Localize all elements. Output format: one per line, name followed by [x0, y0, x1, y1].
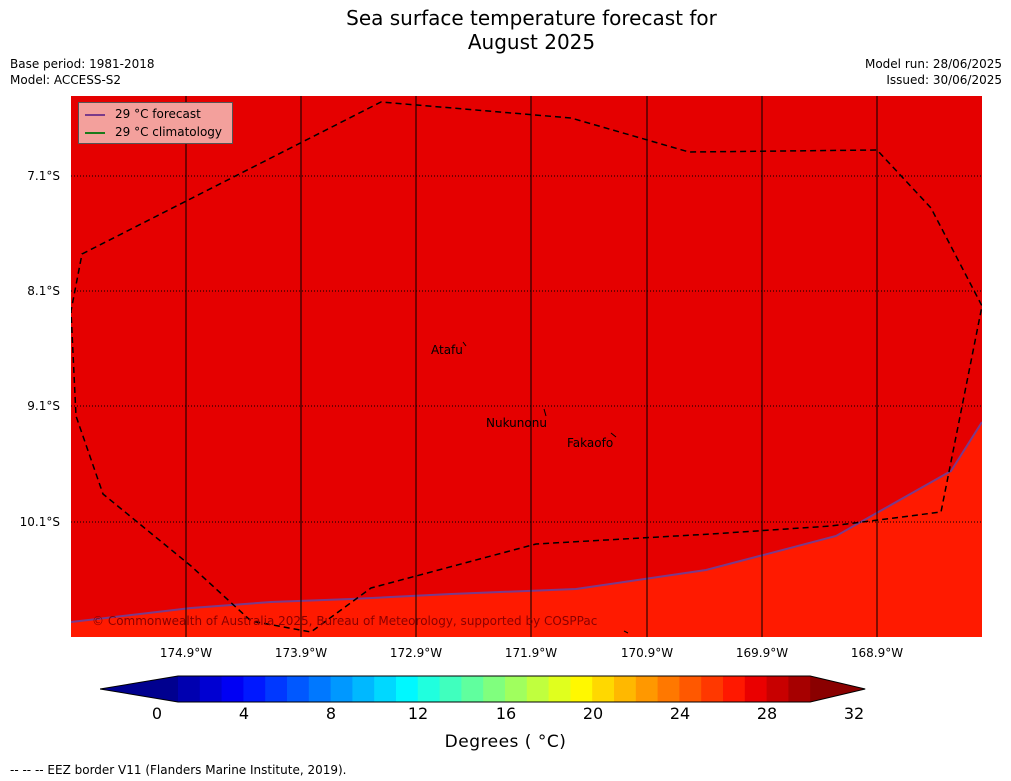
title-line-2: August 2025: [467, 30, 596, 54]
map-legend: 29 °C forecast 29 °C climatology: [78, 102, 233, 144]
lat-label-7-1: 7.1°S: [27, 169, 60, 183]
colorbar-extend-high: [810, 676, 866, 702]
legend-climatology-label: 29 °C climatology: [115, 125, 223, 139]
colorbar-cell: [265, 676, 288, 702]
colorbar-cell: [766, 676, 789, 702]
colorbar-cell: [744, 676, 768, 702]
colorbar-cell: [374, 676, 397, 702]
colorbar-cell: [308, 676, 332, 702]
colorbar-cell: [570, 676, 593, 702]
cb-tick-0: 0: [151, 704, 163, 723]
colorbar-cell: [526, 676, 550, 702]
meta-right: Model run: 28/06/2025 Issued: 30/06/2025: [865, 56, 1002, 88]
cool-region: [71, 422, 982, 637]
colorbar-cell: [461, 676, 484, 702]
legend-climatology: 29 °C climatology: [85, 124, 222, 140]
fakaofo-island: [610, 432, 617, 438]
colorbar-cell: [178, 676, 201, 702]
lat-label-10-1: 10.1°S: [19, 515, 60, 529]
colorbar-cell: [396, 676, 419, 702]
colorbar-cell: [199, 676, 223, 702]
swains-island: [623, 630, 629, 634]
colorbar-cell: [788, 676, 811, 702]
colorbar-cell: [243, 676, 266, 702]
colorbar-cell: [679, 676, 702, 702]
issued-date: Issued: 30/06/2025: [886, 73, 1002, 87]
lon-label-173-9: 173.9°W: [274, 646, 328, 660]
colorbar-cell: [635, 676, 659, 702]
copyright-text: © Commonwealth of Australia 2025, Bureau…: [92, 614, 598, 628]
eez-border: [71, 101, 982, 633]
chart-title: Sea surface temperature forecast for Aug…: [0, 6, 1011, 54]
place-nukunonu: Nukunonu: [486, 416, 547, 430]
parallel-lines: [71, 175, 982, 523]
colorbar-cell: [352, 676, 375, 702]
lon-label-174-9: 174.9°W: [159, 646, 213, 660]
place-fakaofo: Fakaofo: [567, 436, 614, 450]
meridian-lines: [185, 96, 878, 637]
cb-tick-4: 4: [238, 704, 250, 723]
colorbar-cell: [417, 676, 441, 702]
title-line-1: Sea surface temperature forecast for: [346, 6, 717, 30]
lat-label-8-1: 8.1°S: [27, 284, 60, 298]
colorbar-title: Degrees ( °C): [444, 732, 567, 752]
legend-forecast-label: 29 °C forecast: [115, 107, 201, 121]
cb-tick-16: 16: [495, 704, 517, 723]
base-period: Base period: 1981-2018: [10, 57, 155, 71]
atafu-island: [462, 341, 467, 347]
map-panel: [71, 96, 982, 637]
colorbar-cell: [592, 676, 615, 702]
colorbar-cell: [548, 676, 571, 702]
colorbar-cell: [330, 676, 353, 702]
lat-label-9-1: 9.1°S: [27, 399, 60, 413]
colorbar-cell: [221, 676, 244, 702]
colorbar-outline: [100, 675, 866, 703]
colorbar-extend-low: [100, 676, 178, 702]
colorbar-cell: [505, 676, 528, 702]
colorbar-cell: [483, 676, 506, 702]
nukunonu-island: [543, 408, 547, 417]
forecast-line-swatch: [85, 113, 105, 116]
climatology-line-swatch: [85, 131, 105, 134]
colorbar-cell: [723, 676, 746, 702]
cb-tick-32: 32: [843, 704, 865, 723]
lon-label-170-9: 170.9°W: [620, 646, 674, 660]
meta-left: Base period: 1981-2018 Model: ACCESS-S2: [10, 56, 155, 88]
colorbar-cells: [100, 676, 866, 702]
colorbar-cell: [287, 676, 310, 702]
colorbar-cell: [614, 676, 637, 702]
lon-label-172-9: 172.9°W: [389, 646, 443, 660]
cb-tick-28: 28: [756, 704, 778, 723]
model-name: Model: ACCESS-S2: [10, 73, 122, 87]
lon-label-168-9: 168.9°W: [850, 646, 904, 660]
legend-forecast: 29 °C forecast: [85, 106, 201, 122]
colorbar-cell: [701, 676, 724, 702]
cb-tick-8: 8: [325, 704, 337, 723]
lon-label-169-9: 169.9°W: [735, 646, 789, 660]
colorbar-cell: [439, 676, 462, 702]
model-run: Model run: 28/06/2025: [864, 57, 1002, 71]
colorbar: [100, 675, 866, 703]
cb-tick-20: 20: [582, 704, 604, 723]
eez-footnote: -- -- -- EEZ border V11 (Flanders Marine…: [10, 763, 347, 777]
colorbar-cell: [657, 676, 680, 702]
lon-label-171-9: 171.9°W: [504, 646, 558, 660]
forecast-contour: [71, 421, 982, 623]
cb-tick-12: 12: [407, 704, 429, 723]
place-atafu: Atafu: [431, 343, 463, 357]
cb-tick-24: 24: [669, 704, 691, 723]
